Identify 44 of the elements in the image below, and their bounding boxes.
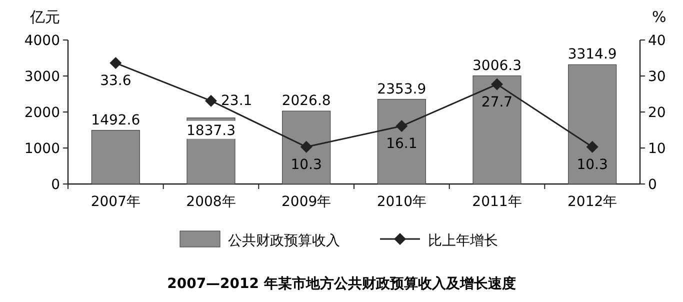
y2-tick-label: 10 [648,141,666,157]
y2-axis-title: % [652,8,666,26]
bar [91,130,140,184]
x-tick-label: 2012年 [568,194,618,210]
y-axis-title: 亿元 [29,8,60,26]
point [110,57,122,70]
y-tick-label: 3000 [24,69,60,85]
data-label: 3006.3 [472,58,522,74]
text: 2007—2012 年某市地方公共财政预算收入及增长速度 [167,275,516,292]
data-label: 1837.3 [186,122,236,139]
data-label: 2026.8 [282,93,331,110]
x-tick-label: 2007年 [90,194,140,210]
x-tick-label: 2010年 [376,194,426,210]
y-tick-label: 4000 [24,33,60,49]
data-label: 27.7 [481,94,513,110]
y-tick-label: 0 [51,177,60,193]
point [586,140,598,153]
bar [282,110,331,184]
point [491,78,503,90]
data-label: 3314.9 [568,46,617,63]
legend-label: 公共财政预算收入 [228,233,340,249]
bar [377,98,426,184]
legend-label: 比上年增长 [428,233,498,249]
y2-tick-label: 0 [648,177,657,193]
point [396,120,408,132]
x-tick-label: 2008年 [186,194,236,210]
bar [568,64,617,184]
point [205,94,217,107]
data-label: 16.1 [386,136,418,152]
y-tick-label: 2000 [24,105,60,121]
y2-tick-label: 40 [648,33,666,49]
y2-tick-label: 30 [648,69,666,85]
data-label: 33.6 [100,73,132,90]
data-label: 10.3 [290,156,322,173]
x-tick-label: 2009年 [282,194,332,210]
data-label: 2353.9 [377,81,426,98]
bar [472,75,522,184]
y2-tick-label: 20 [648,105,666,121]
data-label: 1492.6 [91,112,140,128]
y-tick-label: 1000 [24,141,60,157]
data-label: 10.3 [576,156,608,173]
x-tick-label: 2011年 [472,194,522,210]
point [300,140,312,153]
data-label: 23.1 [221,92,252,109]
